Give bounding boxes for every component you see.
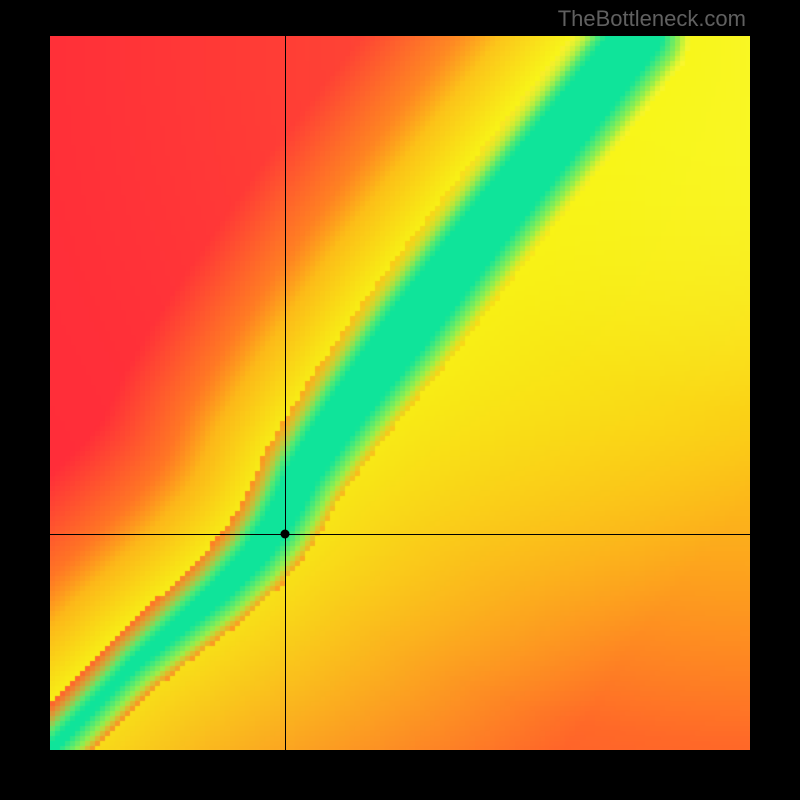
marker-dot	[280, 529, 289, 538]
heatmap-plot	[50, 36, 750, 750]
crosshair-horizontal	[50, 534, 750, 535]
heatmap-canvas	[50, 36, 750, 750]
watermark-text: TheBottleneck.com	[558, 6, 746, 32]
crosshair-vertical	[285, 36, 286, 750]
